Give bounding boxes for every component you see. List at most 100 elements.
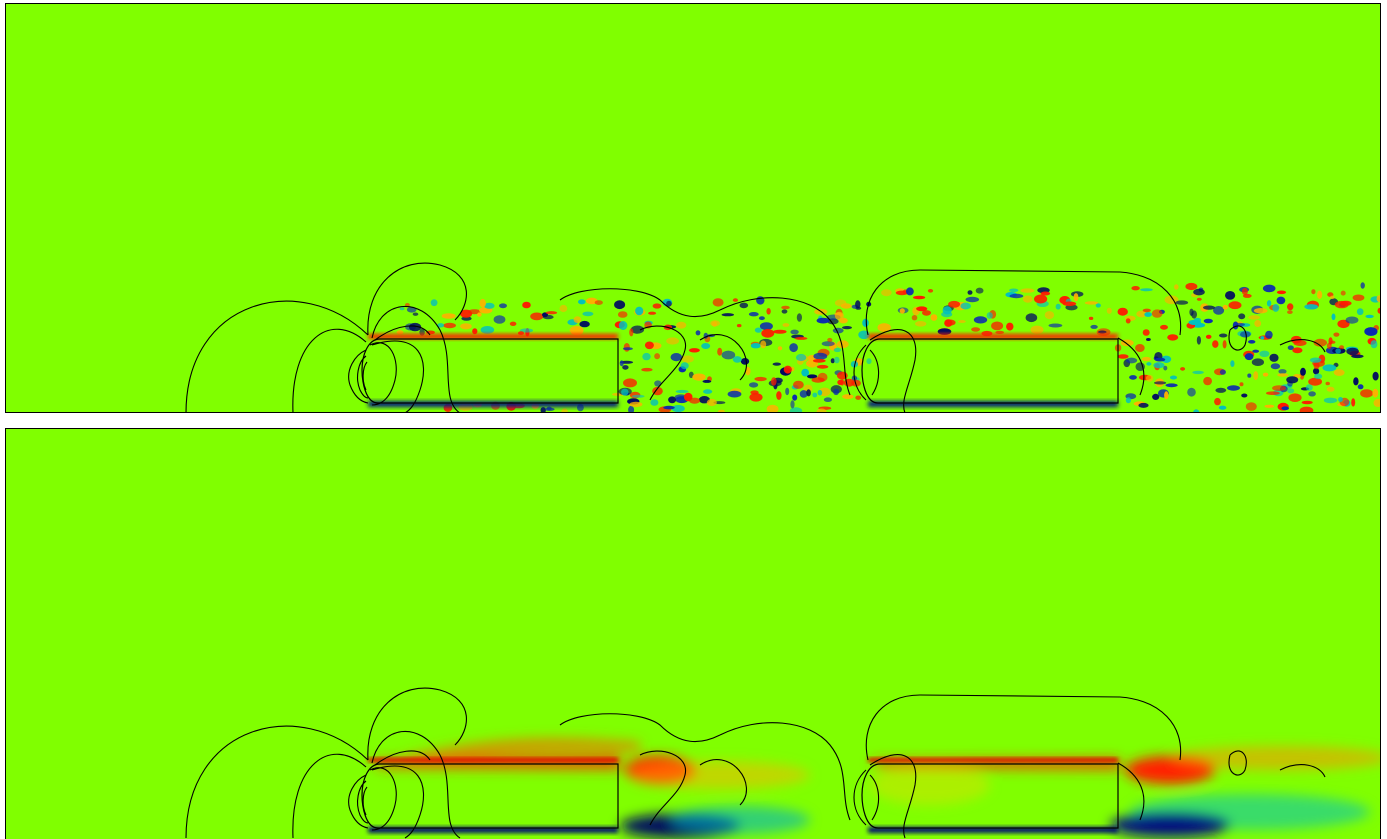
eddy [1166,383,1178,387]
eddy [928,289,933,293]
eddy [621,389,628,396]
eddy [971,327,980,331]
eddy [1180,367,1185,371]
eddy [1346,317,1359,324]
eddy [855,300,860,308]
eddy [1252,350,1259,353]
eddy [733,298,738,302]
eddy [480,299,486,308]
eddy [1333,333,1339,337]
eddy [1214,398,1221,405]
eddy [1010,294,1024,298]
page: (() => { const data = JSON.parse(documen… [0,0,1387,839]
eddy [1223,305,1228,310]
eddy [784,366,792,374]
eddy [824,397,832,402]
eddy [1373,372,1379,381]
eddy [1308,391,1316,396]
eddy [614,300,625,309]
eddy [1227,385,1240,390]
eddy [620,360,624,366]
eddy [855,396,861,400]
eddy [1126,318,1131,323]
eddy [642,353,650,360]
eddy [1330,296,1334,299]
eddy [442,313,456,319]
eddy [1335,348,1341,354]
eddy [1219,406,1227,410]
eddy [1204,319,1213,324]
eddy [812,377,825,382]
eddy [1129,375,1137,380]
shear-layer [868,758,1118,762]
eddy [941,312,952,318]
eddy [1219,334,1227,338]
eddy [481,326,495,334]
eddy [1143,309,1151,313]
eddy [1332,314,1336,321]
figure [0,0,1387,839]
eddy [1306,384,1313,391]
eddy [1203,306,1215,310]
eddy [1353,295,1365,301]
eddy [1361,282,1365,288]
eddy [1031,326,1044,334]
eddy [578,299,586,304]
eddy [443,323,456,328]
eddy [530,313,543,321]
eddy [1327,387,1335,392]
eddy [1245,353,1254,360]
eddy [1056,304,1061,310]
eddy [817,365,829,369]
eddy [1324,398,1337,404]
eddy [844,379,855,387]
eddy [1334,369,1345,376]
eddy [703,380,712,383]
eddy [560,305,568,312]
eddy [776,391,781,400]
eddy [1326,382,1330,386]
eddy [827,338,832,342]
eddy [835,312,844,320]
eddy [813,359,826,363]
eddy [754,377,766,381]
eddy [1170,376,1177,380]
eddy [995,331,1004,334]
eddy [792,395,797,401]
eddy [1360,389,1373,397]
eddy [834,357,840,364]
eddy [938,328,952,335]
eddy [1304,304,1318,309]
eddy [783,323,790,327]
eddy [1146,338,1151,341]
eddy [948,301,960,308]
eddy [1143,329,1150,336]
eddy [1045,311,1054,319]
eddy [790,407,802,414]
eddy [696,330,701,335]
eddy [842,326,852,329]
eddy [1314,374,1322,380]
eddy [1034,295,1047,304]
eddy [1176,300,1189,304]
shear-layer [368,758,618,762]
eddy [1357,308,1364,315]
eddy [1271,363,1280,369]
eddy [689,398,700,404]
eddy [622,365,628,370]
eddy [817,318,830,324]
eddy [991,322,1003,331]
eddy [900,308,905,313]
eddy [477,312,482,316]
eddy [1300,368,1306,376]
eddy [682,356,694,363]
eddy [751,343,761,348]
eddy [1287,303,1293,310]
eddy [1365,315,1373,318]
eddy [801,369,809,377]
eddy [749,382,758,387]
eddy [1167,334,1178,340]
eddy [1311,289,1315,294]
eddy [1026,313,1038,322]
eddy [623,347,633,350]
